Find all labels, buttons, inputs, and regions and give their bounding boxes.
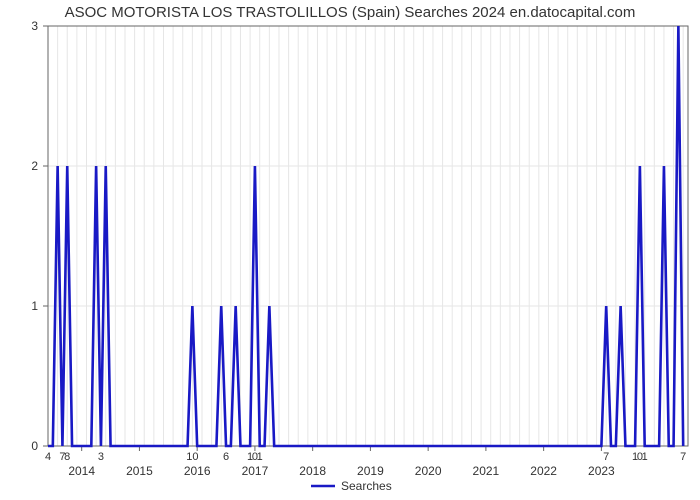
x-mini-label: 1 [257,451,263,463]
xtick-label: 2019 [357,464,384,478]
x-mini-label: 6 [223,451,229,463]
chart-container: ASOC MOTORISTA LOS TRASTOLILLOS (Spain) … [0,0,700,500]
xtick-label: 2021 [473,464,500,478]
x-mini-label: 7 [603,451,609,463]
chart-svg: 0123201420152016201720182019202020212022… [0,0,700,500]
xtick-label: 2022 [530,464,557,478]
ytick-label: 0 [31,439,38,453]
x-mini-label: 7 [680,451,686,463]
xtick-label: 2020 [415,464,442,478]
xtick-label: 2016 [184,464,211,478]
xtick-label: 2015 [126,464,153,478]
xtick-label: 2014 [68,464,95,478]
xtick-label: 2017 [242,464,269,478]
x-mini-label: 4 [45,451,51,463]
legend-label: Searches [341,479,392,493]
x-mini-label: 3 [98,451,104,463]
xtick-label: 2023 [588,464,615,478]
ytick-label: 1 [31,299,38,313]
ytick-label: 3 [31,19,38,33]
x-mini-label: 1 [642,451,648,463]
x-mini-label: 8 [64,451,70,463]
ytick-label: 2 [31,159,38,173]
xtick-label: 2018 [299,464,326,478]
x-mini-label: 10 [186,451,198,463]
chart-title: ASOC MOTORISTA LOS TRASTOLILLOS (Spain) … [0,4,700,21]
